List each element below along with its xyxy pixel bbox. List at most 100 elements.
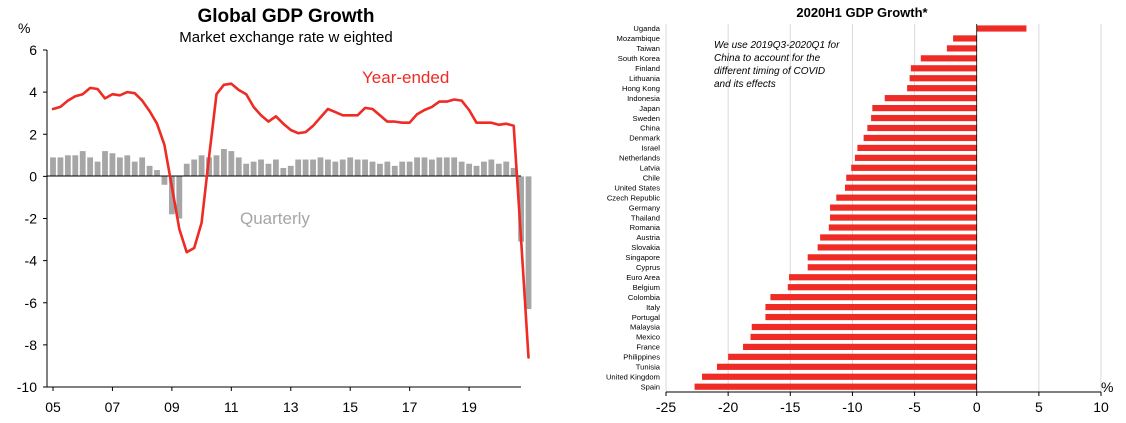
x-tick-label: 05 — [45, 399, 61, 415]
quarterly-bar — [466, 163, 472, 177]
country-bar — [765, 304, 977, 311]
quarterly-bar — [347, 157, 354, 177]
y-tick-label: 6 — [29, 42, 37, 58]
quarterly-bar — [265, 163, 272, 177]
country-bar — [863, 134, 977, 142]
quarterly-bar — [503, 161, 510, 177]
quarterly-bar — [176, 176, 183, 219]
country-bar — [728, 353, 977, 360]
country-bar — [867, 124, 977, 132]
y-tick-label: 0 — [29, 168, 37, 184]
quarterly-bar — [243, 163, 250, 177]
country-label: Cyprus — [636, 263, 660, 272]
country-label: Denmark — [629, 134, 660, 143]
country-bar — [820, 234, 977, 241]
country-label: Italy — [646, 303, 660, 312]
country-label: Euro Area — [626, 273, 661, 282]
x-tick-label: 10 — [1093, 399, 1109, 415]
china-note-line-3: different timing of COVID — [714, 66, 825, 77]
country-bar — [702, 373, 977, 380]
quarterly-bar — [325, 159, 331, 177]
country-bar — [844, 184, 977, 191]
quarterly-bar — [354, 159, 361, 177]
quarterly-bar — [510, 167, 517, 177]
x-tick-label: 0 — [973, 399, 981, 415]
country-label: Czech Republic — [607, 193, 660, 202]
country-bar — [872, 105, 977, 112]
quarterly-bar — [525, 176, 532, 310]
global-gdp-subtitle: Market exchange rate w eighted — [179, 29, 392, 46]
h1-gdp-bars — [694, 25, 1027, 390]
country-label: Indonesia — [627, 94, 661, 103]
country-bar — [750, 333, 977, 341]
country-bar — [846, 174, 977, 181]
country-bar — [910, 65, 977, 72]
x-tick-label: 5 — [1035, 399, 1043, 415]
quarterly-bar — [406, 161, 413, 177]
quarterly-bar — [228, 151, 235, 177]
country-label: Japan — [639, 104, 660, 113]
quarterly-bar — [473, 165, 480, 177]
country-label: Uganda — [633, 24, 660, 33]
quarterly-bar — [377, 163, 383, 177]
quarterly-bar — [213, 155, 220, 177]
country-label: Germany — [629, 203, 660, 212]
country-bar — [830, 204, 977, 211]
quarterly-bar — [317, 157, 324, 177]
china-note-line-4: and its effects — [714, 79, 776, 90]
country-label: United States — [614, 183, 660, 192]
country-bar — [830, 214, 977, 221]
quarterly-bar — [429, 159, 435, 177]
country-bar — [871, 114, 977, 122]
quarterly-bar — [124, 155, 131, 177]
quarterly-bar — [87, 157, 94, 177]
quarterly-bar — [339, 159, 346, 177]
year-ended-annotation: Year-ended — [362, 68, 449, 87]
country-bar — [743, 343, 977, 350]
quarterly-bar — [139, 157, 146, 177]
x-tick-label: 15 — [342, 399, 358, 415]
country-label: Singapore — [625, 253, 660, 262]
quarterly-bar — [64, 155, 71, 177]
quarterly-bar — [332, 161, 339, 177]
quarterly-bar — [235, 157, 242, 177]
country-label: United Kingdom — [606, 372, 660, 381]
country-bar — [817, 244, 977, 251]
y-tick-label: -10 — [17, 379, 37, 395]
quarterly-bar — [399, 161, 406, 177]
country-label: China — [640, 124, 661, 133]
quarterly-bar — [250, 161, 257, 177]
country-bar — [920, 55, 977, 62]
global-gdp-y-unit: % — [18, 20, 30, 36]
quarterly-bar — [302, 159, 309, 177]
h1-gdp-chart: 2020H1 GDP Growth* UgandaMozambiqueTaiwa… — [606, 5, 1114, 415]
y-tick-label: 4 — [29, 84, 37, 100]
quarterly-annotation: Quarterly — [240, 209, 310, 228]
x-tick-label: 19 — [461, 399, 477, 415]
x-tick-label: 07 — [105, 399, 121, 415]
quarterly-bar — [273, 159, 279, 177]
country-bar — [909, 75, 977, 82]
country-label: Thailand — [631, 213, 660, 222]
x-tick-label: -5 — [908, 399, 921, 415]
quarterly-bar — [280, 167, 287, 177]
country-bar — [976, 25, 1027, 32]
quarterly-bar — [102, 151, 108, 177]
y-tick-label: 2 — [29, 126, 37, 142]
country-bar — [884, 95, 977, 102]
country-bar — [851, 164, 977, 171]
y-tick-label: -8 — [25, 337, 38, 353]
y-tick-label: -2 — [25, 211, 38, 227]
country-label: Latvia — [640, 164, 661, 173]
quarterly-bar — [168, 176, 175, 215]
country-bar — [836, 194, 977, 201]
h1-gdp-x-ticks: -25 -20 -15 -10 -5 0 5 10 — [656, 392, 1109, 415]
quarterly-bar — [481, 161, 487, 177]
country-bar — [953, 35, 977, 42]
country-label: Sweden — [633, 114, 660, 123]
country-bar — [751, 323, 977, 331]
country-bar — [828, 224, 977, 231]
quarterly-bar — [495, 163, 502, 177]
country-label: Malaysia — [630, 323, 661, 332]
quarterly-bar — [362, 159, 368, 177]
